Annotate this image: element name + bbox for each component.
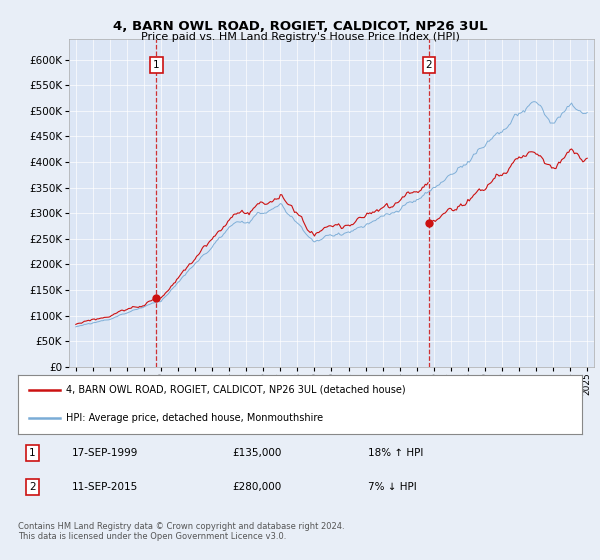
Text: 1: 1: [153, 60, 160, 70]
Text: 17-SEP-1999: 17-SEP-1999: [71, 448, 138, 458]
Text: HPI: Average price, detached house, Monmouthshire: HPI: Average price, detached house, Monm…: [66, 413, 323, 423]
Text: 7% ↓ HPI: 7% ↓ HPI: [368, 482, 416, 492]
Text: 11-SEP-2015: 11-SEP-2015: [71, 482, 138, 492]
Text: £280,000: £280,000: [232, 482, 281, 492]
Text: Price paid vs. HM Land Registry's House Price Index (HPI): Price paid vs. HM Land Registry's House …: [140, 32, 460, 42]
Text: 1: 1: [29, 448, 36, 458]
Text: £135,000: £135,000: [232, 448, 281, 458]
Text: 2: 2: [29, 482, 36, 492]
Text: 18% ↑ HPI: 18% ↑ HPI: [368, 448, 423, 458]
Text: Contains HM Land Registry data © Crown copyright and database right 2024.
This d: Contains HM Land Registry data © Crown c…: [18, 522, 344, 542]
Text: 2: 2: [425, 60, 433, 70]
Text: 4, BARN OWL ROAD, ROGIET, CALDICOT, NP26 3UL: 4, BARN OWL ROAD, ROGIET, CALDICOT, NP26…: [113, 20, 487, 32]
Text: 4, BARN OWL ROAD, ROGIET, CALDICOT, NP26 3UL (detached house): 4, BARN OWL ROAD, ROGIET, CALDICOT, NP26…: [66, 385, 406, 395]
